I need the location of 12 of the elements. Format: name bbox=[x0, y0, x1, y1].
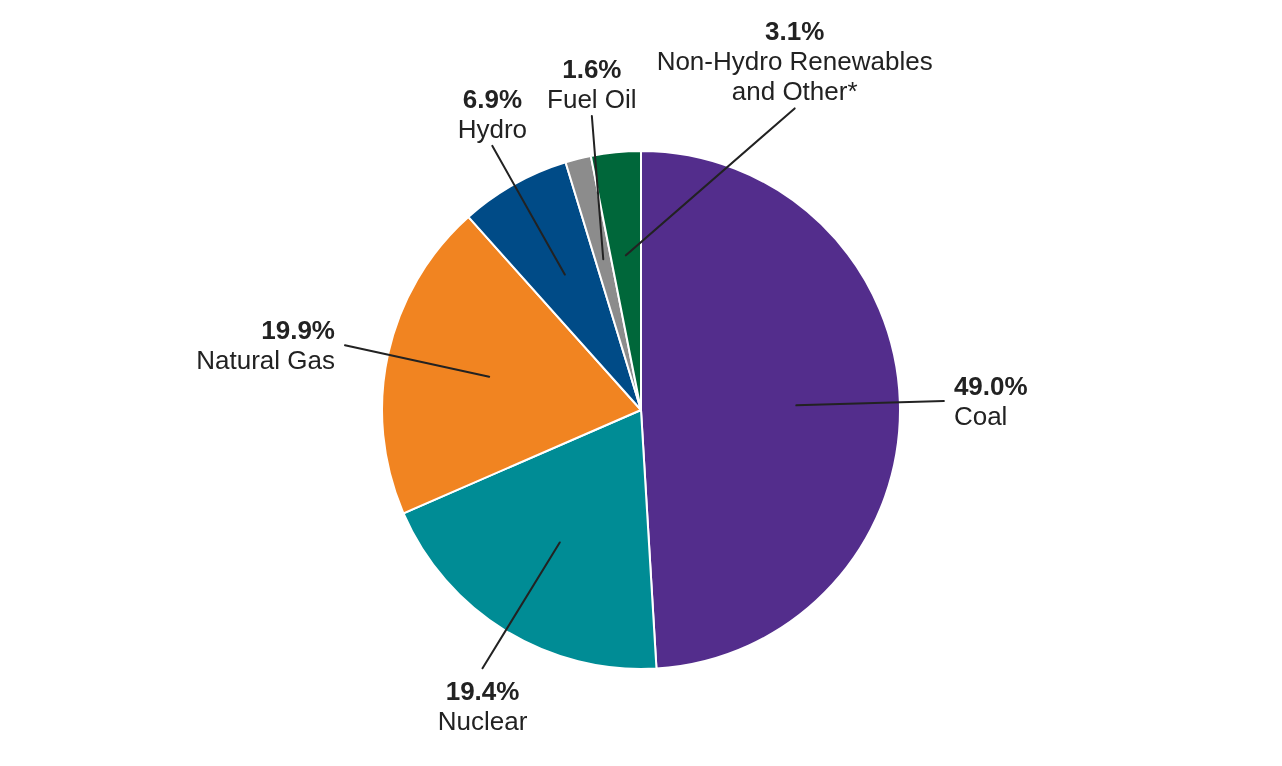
slice-label: Hydro bbox=[457, 113, 528, 144]
slice-label: Non-Hydro Renewables and Other* bbox=[656, 46, 933, 107]
slice-label: Nuclear bbox=[437, 706, 528, 737]
slice-label: Natural Gas bbox=[196, 345, 335, 376]
data-label: 19.4% bbox=[445, 676, 520, 707]
data-label: 6.9% bbox=[462, 83, 523, 114]
data-label: 3.1% bbox=[765, 16, 825, 47]
slice-label: Fuel Oil bbox=[547, 84, 637, 115]
data-label: 49.0% bbox=[953, 370, 1028, 401]
data-label: 1.6% bbox=[562, 54, 622, 85]
slice-label: Coal bbox=[953, 400, 1008, 431]
data-label: 19.9% bbox=[261, 315, 335, 346]
